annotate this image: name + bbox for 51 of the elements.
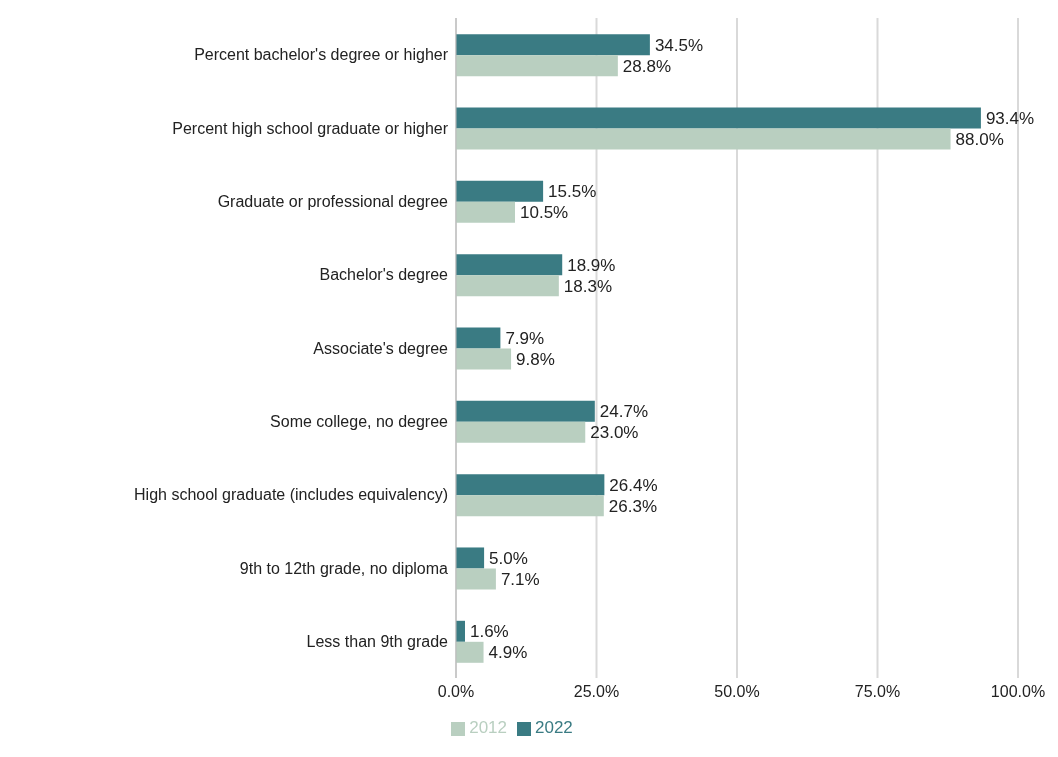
bar: [456, 275, 559, 297]
bar: [456, 568, 496, 590]
x-tick-label: 50.0%: [714, 683, 760, 701]
data-label: 23.0%: [590, 423, 639, 443]
x-tick-label: 0.0%: [437, 683, 475, 701]
bar: [456, 201, 516, 223]
bar: [456, 421, 586, 443]
data-label: 34.5%: [654, 35, 704, 55]
data-label: 15.5%: [548, 182, 597, 202]
bar: [456, 128, 951, 150]
x-tick-label: 25.0%: [573, 683, 620, 701]
y-tick-label: Bachelor's degree: [319, 266, 449, 284]
y-tick-label: Graduate or professional degree: [217, 193, 449, 211]
bar: [456, 107, 981, 129]
bar: [456, 474, 605, 496]
bar: [456, 55, 618, 77]
bar: [456, 348, 512, 370]
y-tick-label: Percent bachelor's degree or higher: [194, 46, 449, 64]
data-label: 24.7%: [599, 402, 649, 422]
data-label: 7.1%: [500, 570, 540, 589]
bar: [456, 254, 563, 276]
x-tick-label: 75.0%: [854, 683, 901, 701]
bar: [456, 327, 501, 349]
data-label: 26.4%: [609, 475, 658, 495]
y-tick-label: Percent high school graduate or higher: [172, 119, 449, 137]
legend-label: 2012: [469, 718, 507, 737]
bar: [456, 400, 595, 422]
bar: [456, 180, 544, 202]
data-label: 4.9%: [488, 643, 528, 663]
data-label: 28.8%: [622, 56, 672, 76]
y-tick-label: 9th to 12th grade, no diploma: [239, 559, 449, 577]
y-tick-label: High school graduate (includes equivalency): [134, 486, 448, 504]
data-label: 1.6%: [469, 622, 509, 642]
data-label: 5.0%: [489, 549, 528, 568]
y-tick-label: Less than 9th grade: [306, 633, 449, 651]
data-label: 9.8%: [516, 350, 555, 369]
data-label: 26.3%: [608, 496, 658, 516]
data-label: 7.9%: [505, 329, 545, 348]
bar: [456, 495, 604, 517]
x-tick-label: 100.0%: [990, 683, 1046, 701]
bar: [456, 34, 650, 56]
legend-label: 2022: [535, 718, 573, 737]
bar: [456, 547, 485, 569]
y-tick-label: Some college, no degree: [270, 413, 449, 431]
data-label: 18.3%: [563, 276, 613, 296]
y-tick-label: Associate's degree: [313, 339, 449, 357]
data-label: 10.5%: [520, 203, 569, 223]
data-label: 88.0%: [955, 130, 1004, 149]
data-label: 18.9%: [567, 255, 616, 275]
data-label: 93.4%: [985, 109, 1035, 128]
bar: [456, 641, 484, 663]
